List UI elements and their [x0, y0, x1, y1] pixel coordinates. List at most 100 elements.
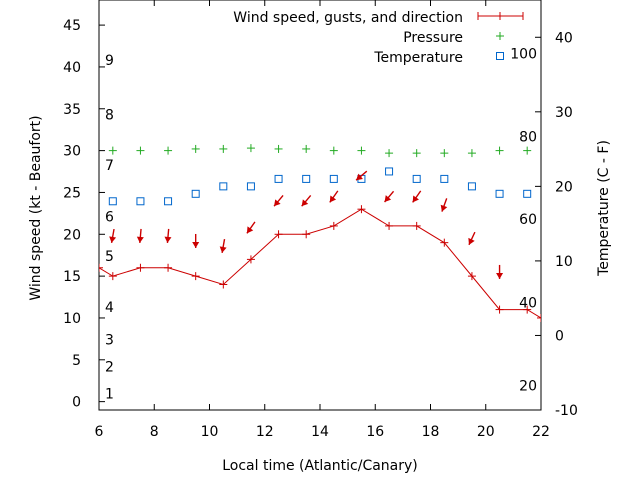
wind-point [164, 263, 173, 272]
temperature-point [191, 189, 200, 198]
wind-arrow-head [136, 236, 144, 243]
pressure-point [246, 144, 255, 153]
y-right-tick-label: -10 [555, 403, 578, 419]
y-left-tick-label: 35 [63, 102, 81, 118]
temperature-point [495, 189, 504, 198]
wind-point [537, 313, 541, 322]
beaufort-label: 7 [105, 158, 114, 174]
temperature-point [164, 197, 173, 206]
wind-point [136, 263, 145, 272]
pressure-point [385, 149, 394, 158]
wind-arrow-head [246, 226, 254, 234]
temperature-point [329, 174, 338, 183]
legend-entry-pressure: Pressure [403, 30, 504, 46]
temperature-point [385, 167, 394, 176]
pressure-point [136, 146, 145, 155]
wind-arrow-head [164, 236, 172, 243]
y-left-tick-label: 30 [63, 144, 81, 160]
y-axis-left-label: Wind speed (kt - Beaufort) [28, 115, 44, 300]
y-left-tick-label: 25 [63, 185, 81, 201]
fahrenheit-label: 40 [519, 296, 537, 312]
legend-swatch-square [496, 52, 504, 60]
temperature-point [440, 174, 449, 183]
x-tick-label: 14 [311, 424, 329, 440]
y-left-tick-label: 0 [72, 395, 81, 411]
beaufort-label: 9 [105, 53, 114, 69]
pressure-point [412, 149, 421, 158]
wind-direction-arrow [136, 228, 144, 243]
wind-direction-arrow [355, 170, 368, 181]
y-left-tick-label: 45 [63, 18, 81, 34]
pressure-point [440, 149, 449, 158]
wind-direction-arrow-edge [87, 223, 94, 236]
beaufort-label: 3 [105, 333, 114, 349]
wind-point [467, 272, 476, 281]
wind-speed-line [99, 208, 541, 319]
pressure-point [467, 149, 476, 158]
legend-label: Wind speed, gusts, and direction [233, 10, 463, 26]
wind-arrow-head [412, 195, 419, 203]
wind-direction-arrow [496, 264, 504, 279]
beaufort-label: 8 [105, 108, 114, 124]
fahrenheit-label: 60 [519, 212, 537, 228]
wind-direction-arrow [164, 228, 172, 243]
x-axis-label: Local time (Atlantic/Canary) [222, 458, 418, 474]
wind-point [357, 205, 366, 214]
x-tick-label: 22 [532, 424, 550, 440]
y-left-tick-label: 15 [63, 269, 81, 285]
wind-arrow-head [440, 204, 448, 212]
pressure-point [302, 144, 311, 153]
temperature-point [412, 174, 421, 183]
legend: Wind speed, gusts, and direction Pressure… [233, 10, 524, 66]
x-tick-label: 12 [256, 424, 274, 440]
wind-point [523, 305, 532, 314]
pressure-point [219, 144, 228, 153]
pressure-point [164, 146, 173, 155]
temperature-point [467, 182, 476, 191]
wind-direction-arrow [468, 231, 476, 246]
beaufort-label: 1 [105, 386, 114, 402]
wind-arrow-head [468, 237, 475, 245]
wind-point [108, 272, 117, 281]
tick-marks [98, 0, 542, 411]
temperature-point [108, 197, 117, 206]
temperature-point [523, 189, 532, 198]
y-right-tick-label: 20 [555, 179, 573, 195]
temperature-point [274, 174, 283, 183]
x-tick-label: 18 [422, 424, 440, 440]
wind-point [302, 230, 311, 239]
x-tick-label: 10 [201, 424, 219, 440]
wind-point [246, 255, 255, 264]
wind-direction-arrow [219, 238, 227, 254]
legend-entry-wind: Wind speed, gusts, and direction [233, 10, 524, 26]
x-tick-label: 20 [477, 424, 495, 440]
tick-labels: 6 8 10 12 14 16 18 20 22051015202530354045-10010… [63, 18, 578, 440]
wind-direction-arrow [109, 228, 117, 243]
wind-point [219, 280, 228, 289]
wind-arrow-head [329, 195, 337, 203]
legend-label: Temperature [373, 50, 463, 66]
y-right-tick-label: 10 [555, 254, 573, 270]
temperature-point [136, 197, 145, 206]
wind-arrow-head [301, 199, 309, 207]
wind-arrow-head [384, 195, 392, 202]
temperature-point [302, 174, 311, 183]
fahrenheit-label: 20 [519, 378, 537, 394]
pressure-point [329, 146, 338, 155]
y-right-tick-label: 0 [555, 328, 564, 344]
temperature-point [219, 182, 228, 191]
wind-direction-arrow [192, 233, 200, 248]
pressure-point [274, 144, 283, 153]
x-tick-label: 8 [150, 424, 159, 440]
wind-arrow-head [356, 173, 363, 181]
series-layer [87, 144, 541, 322]
beaufort-label: 6 [105, 210, 114, 226]
wind-point [274, 230, 283, 239]
beaufort-label: 5 [105, 249, 114, 265]
pressure-point [108, 146, 117, 155]
wind-direction-arrow [384, 190, 395, 203]
pressure-point [357, 146, 366, 155]
wind-point [329, 221, 338, 230]
y-left-tick-label: 20 [63, 227, 81, 243]
wind-point [191, 272, 200, 281]
